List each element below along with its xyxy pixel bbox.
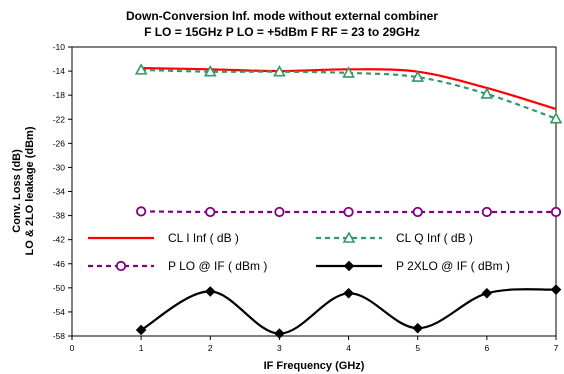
plot-area: [71, 46, 557, 337]
legend-marker-cl-q-inf-db: [342, 231, 356, 243]
y-tick-label: -38: [53, 211, 66, 221]
data-point-cl-q-inf-db: [203, 65, 217, 77]
x-tick-label: 2: [208, 343, 213, 353]
data-point-cl-q-inf-db: [411, 70, 425, 82]
y-tick-label: -58: [53, 331, 66, 341]
y-tick-label: -22: [53, 114, 66, 124]
chart-title-line-2: F LO = 15GHz P LO = +5dBm F RF = 23 to 2…: [144, 25, 420, 39]
y-tick-label: -50: [53, 283, 66, 293]
legend-label-cl-i-inf-db: CL I Inf ( dB ): [168, 231, 239, 245]
x-tick-label: 1: [139, 343, 144, 353]
chart-title-line-1: Down-Conversion Inf. mode without extern…: [126, 9, 438, 23]
data-point-p-2xlo-if-dbm: [343, 287, 354, 299]
y-tick-label: -30: [53, 162, 66, 172]
y-tick-label: -54: [53, 307, 66, 317]
data-point-p-2xlo-if-dbm: [412, 322, 424, 334]
y-tick-label: -42: [53, 235, 66, 245]
data-point-cl-q-inf-db: [549, 112, 563, 124]
data-point-p-lo-if-dbm: [205, 206, 216, 218]
legend-label-p-2xlo-if-dbm: P 2XLO @ IF ( dBm ): [396, 259, 510, 273]
data-point-p-2xlo-if-dbm: [550, 284, 562, 295]
x-axis-label: IF Frequency (GHz): [264, 360, 365, 372]
y-tick-label: -34: [53, 187, 66, 197]
y-tick-label: -26: [53, 138, 66, 148]
x-tick-label: 0: [70, 343, 75, 353]
data-point-p-2xlo-if-dbm: [135, 324, 147, 336]
data-point-p-lo-if-dbm: [136, 206, 147, 217]
x-tick-label: 7: [554, 343, 559, 353]
y-tick-label: -10: [53, 42, 66, 52]
data-point-p-2xlo-if-dbm: [204, 286, 216, 297]
data-point-p-lo-if-dbm: [412, 206, 423, 218]
data-point-p-2xlo-if-dbm: [274, 328, 285, 339]
plot-frame: [71, 46, 557, 337]
legend: CL I Inf ( dB ) CL Q Inf ( dB ) P LO @ IF …: [88, 231, 510, 273]
data-point-p-lo-if-dbm: [343, 206, 354, 218]
data-point-p-lo-if-dbm: [481, 206, 492, 218]
data-point-cl-q-inf-db: [480, 87, 494, 99]
data-point-p-lo-if-dbm: [274, 206, 285, 218]
legend-marker-p-2xlo-if-dbm: [343, 260, 355, 272]
y-axis-label-line-1: Conv. Loss (dB): [11, 149, 23, 233]
y-tick-label: -14: [53, 66, 66, 76]
series-layer: [134, 63, 563, 339]
x-tick-label: 4: [346, 343, 351, 353]
y-axis-label-line-2: LO & 2LO leakage (dBm): [24, 126, 36, 255]
data-point-p-lo-if-dbm: [550, 206, 562, 218]
x-tick-label: 5: [415, 343, 420, 353]
y-tick-label: -18: [53, 90, 66, 100]
legend-label-cl-q-inf-db: CL Q Inf ( dB ): [396, 231, 473, 245]
axis-ticks: 0 1 2 3 4 5 6 7 -10 -14 -18 -22 -26 -30 -34 -38 -42 -46 -5…: [53, 42, 559, 353]
data-point-cl-q-inf-db: [134, 63, 148, 75]
y-tick-label: -46: [53, 259, 66, 269]
x-tick-label: 6: [484, 343, 489, 353]
x-tick-label: 3: [277, 343, 282, 353]
data-point-cl-q-inf-db: [273, 65, 286, 77]
legend-label-p-lo-if-dbm: P LO @ IF ( dBm ): [168, 259, 267, 273]
legend-marker-p-lo-if-dbm: [115, 260, 127, 272]
data-point-p-2xlo-if-dbm: [481, 287, 493, 299]
data-point-cl-q-inf-db: [342, 66, 355, 78]
